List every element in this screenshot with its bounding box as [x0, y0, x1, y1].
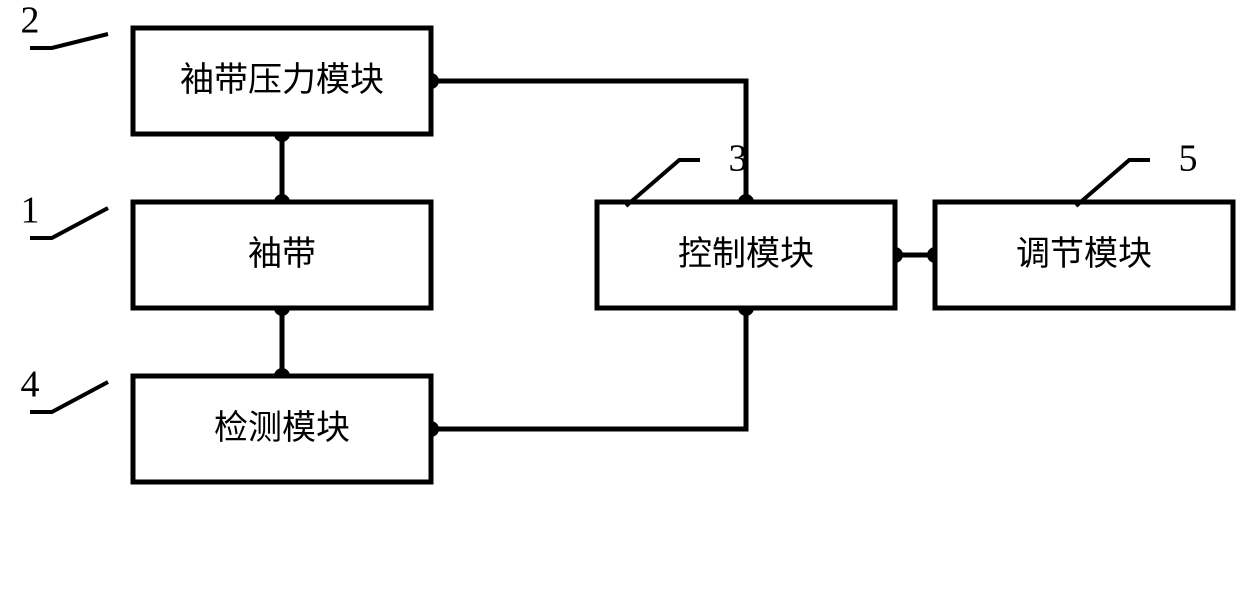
- connection: [431, 81, 746, 202]
- block-label-b4: 检测模块: [214, 409, 350, 447]
- callout-b3: [626, 160, 700, 206]
- callout-number-b1: 1: [21, 190, 40, 232]
- callout-b2: [30, 34, 108, 48]
- callout-number-b2: 2: [21, 0, 40, 42]
- connection: [431, 308, 746, 429]
- block-label-b5: 调节模块: [1016, 235, 1152, 273]
- block-label-b1: 袖带: [248, 235, 316, 273]
- callout-number-b5: 5: [1179, 138, 1198, 180]
- callout-b5: [1076, 160, 1150, 206]
- callout-b1: [30, 208, 108, 238]
- block-label-b3: 控制模块: [678, 235, 814, 273]
- callout-number-b4: 4: [21, 364, 40, 406]
- block-label-b2: 袖带压力模块: [180, 61, 384, 99]
- callout-number-b3: 3: [729, 138, 748, 180]
- callout-b4: [30, 382, 108, 412]
